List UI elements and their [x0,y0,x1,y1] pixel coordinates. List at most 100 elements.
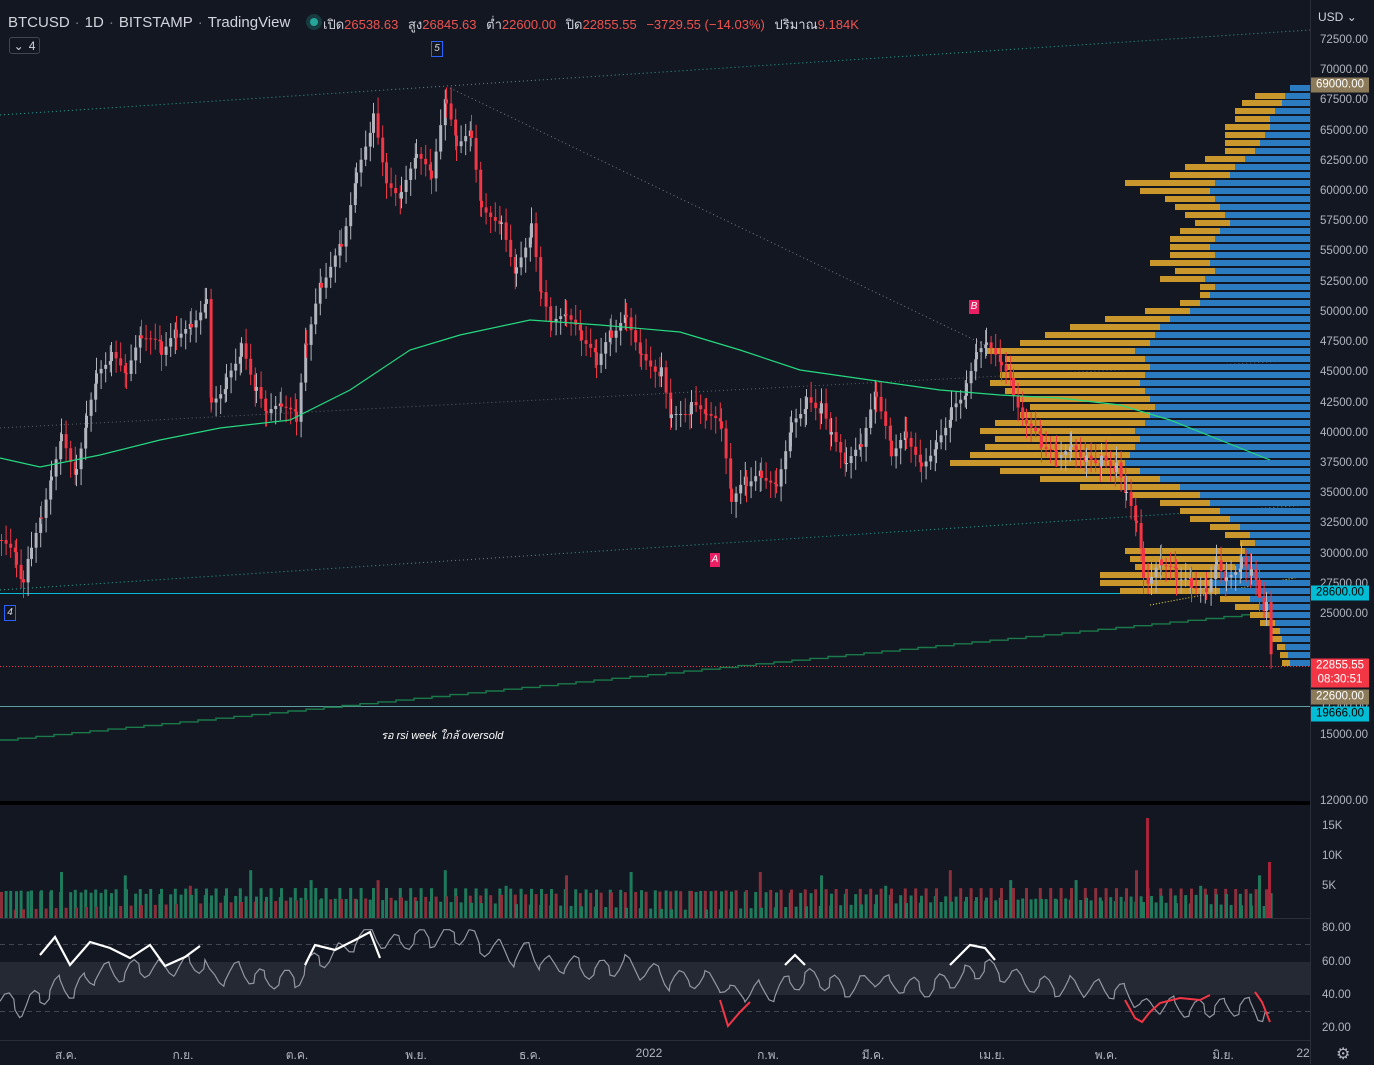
volume-profile-value-bar [1125,548,1245,554]
volume-profile-value-bar [1020,396,1150,402]
volume-profile-value-bar [1130,492,1200,498]
wave-label-b[interactable]: B [969,300,979,314]
candle-body [1173,566,1177,569]
candle-body [349,205,353,227]
volume-bar [1135,870,1138,918]
candle-body [19,564,23,580]
candle-body [1225,577,1228,582]
candle-body [1089,455,1093,460]
candle-body [610,330,613,338]
candle-body [530,223,533,238]
candle-body [190,323,193,328]
gear-icon[interactable]: ⚙ [1336,1046,1351,1063]
candle-body [443,99,447,126]
candle-body [694,402,698,406]
candle-body [153,338,157,340]
volume-profile-value-bar [1175,204,1220,210]
rsi-band [0,962,1310,995]
candle-body [554,318,558,323]
volume-profile-bar [1215,284,1310,290]
candle-body [474,137,478,170]
candle-body [963,395,967,400]
volume-profile-bar [1230,516,1310,522]
volume-bar [284,900,288,918]
candle-body [820,403,823,414]
market-status-icon[interactable] [310,18,319,26]
price-tick-label: 37500.00 [1320,456,1368,469]
ma-200w-line [0,612,1278,741]
volume-profile-value-bar [995,436,1140,442]
time-tick-label: 2022 [635,1046,663,1060]
volume-bar [849,904,853,918]
volume-bar [1194,894,1198,918]
volume-bar [54,908,58,918]
volume-bar [205,888,208,918]
volume-bar [894,903,898,918]
candle-body [119,358,123,366]
volume-bar [989,888,993,918]
candle-body [1175,568,1178,581]
candle-body [60,434,63,442]
volume-bar [1055,899,1058,918]
candle-body [979,348,983,353]
indicators-collapse-button[interactable]: ⌄ 4 [9,37,40,54]
volume-bar [690,890,693,918]
candle-body [140,335,143,339]
volume-bar [34,908,38,918]
volume-profile-bar [1285,644,1310,650]
candle-body [210,397,213,403]
volume-bar [169,894,173,918]
volume-bar [138,889,142,918]
volume-bar [899,895,903,918]
wave-label-4[interactable]: 4 [4,605,16,621]
candle-body [888,425,892,441]
volume-bar [660,908,663,918]
volume-bar [1184,895,1188,918]
candle-body [854,449,858,457]
candle-body [419,153,423,159]
volume-bar [149,888,153,918]
candle-body [299,382,303,422]
candle-body [480,200,483,208]
volume-bar [890,888,893,918]
candle-body [389,183,393,189]
volume-profile-bar [1160,476,1310,482]
price-tag: 69000.00 [1311,77,1369,93]
volume-profile-value-bar [1170,252,1215,258]
wave-label-a[interactable]: A [710,553,720,567]
volume-bar [969,888,973,918]
volume-profile-bar [1255,148,1310,154]
volume-bar [694,891,698,918]
volume-profile-value-bar [1080,484,1180,490]
currency-selector[interactable]: USD ⌄ [1318,10,1357,24]
volume-profile-value-bar [1250,612,1270,618]
candle-body [1199,588,1203,590]
volume-bar [194,888,198,918]
candle-body [219,394,223,399]
symbol-name[interactable]: BTCUSD [8,13,70,31]
volume-bar [688,890,692,918]
candle-body [372,113,375,133]
wave-label-5[interactable]: 5 [431,41,443,57]
candle-body [714,415,718,419]
candle-body [253,374,257,391]
price-tick-label: 57500.00 [1320,215,1368,228]
volume-bar [381,900,385,918]
volume-profile-bar [1220,228,1310,234]
candle-body [160,341,163,355]
volume-profile-bar [1150,412,1310,418]
candle-body [1194,587,1198,589]
volume-bar [320,898,323,918]
volume-bar [234,896,238,918]
volume-profile-bar [1190,308,1310,314]
interval[interactable]: 1D [84,13,104,31]
volume-profile-bar [1200,300,1310,306]
price-tick-label: 52500.00 [1320,275,1368,288]
volume-bar [739,908,743,918]
candle-body [674,414,678,416]
text-annotation[interactable]: รอ rsi week ใกล้ oversold [381,730,504,742]
volume-bar [324,888,328,918]
candle-body [849,456,853,464]
volume-bar [158,894,162,918]
